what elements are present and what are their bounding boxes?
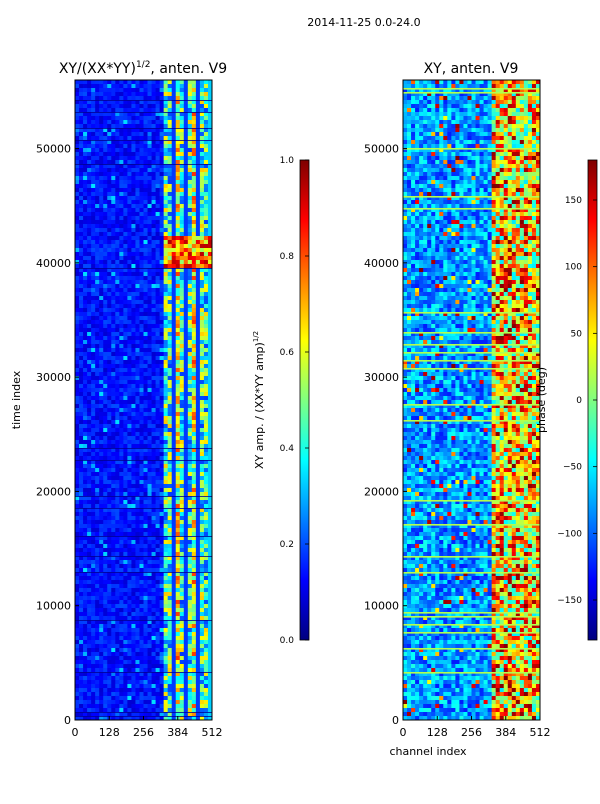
left-colorbar-tick-label: 0.6: [280, 348, 295, 358]
right-heatmap-ytick-label: 40000: [364, 257, 399, 270]
left-heatmap-title: XY/(XX*YY)1/2, anten. V9: [59, 60, 227, 77]
left-colorbar-tick-label: 0.8: [280, 252, 295, 262]
left-heatmap-image: [75, 80, 212, 720]
right-colorbar-tick-label: −150: [557, 596, 582, 606]
right-heatmap-xlabel: channel index: [389, 745, 467, 758]
right-colorbar-tick-label: 100: [565, 263, 582, 273]
left-heatmap-xtick-label: 256: [133, 726, 154, 739]
left-heatmap-xtick-label: 512: [202, 726, 223, 739]
right-heatmap-xtick-label: 384: [495, 726, 516, 739]
left-colorbar-tick-label: 1.0: [280, 156, 295, 166]
right-colorbar-tick-label: −50: [563, 463, 582, 473]
left-heatmap-ytick-label: 0: [64, 714, 71, 727]
right-colorbar: −150 −100 −50 0 50 100 150 phase (deg): [535, 160, 597, 640]
right-heatmap-ytick-label: 50000: [364, 143, 399, 156]
left-heatmap-ytick-label: 20000: [36, 485, 71, 498]
right-heatmap-title: XY, anten. V9: [424, 61, 519, 77]
right-heatmap-xtick-label: 0: [400, 726, 407, 739]
left-colorbar: 0.0 0.2 0.4 0.6 0.8 1.0 XY amp. / (XX*YY amp)…: [252, 156, 309, 646]
left-heatmap-panel: XY/(XX*YY)1/2, anten. V9 0 128 256 384 512 0 1…: [10, 60, 227, 739]
left-colorbar-tick-label: 0.2: [280, 540, 294, 550]
right-colorbar-tick-label: −100: [557, 529, 582, 539]
right-colorbar-tick-label: 50: [571, 329, 583, 339]
left-heatmap-ytick-label: 30000: [36, 371, 71, 384]
right-heatmap-ytick-label: 0: [392, 714, 399, 727]
left-heatmap-ytick-label: 50000: [36, 143, 71, 156]
right-heatmap-panel: XY, anten. V9 0 128 256 384 512 0 10000 20000 30…: [364, 61, 551, 758]
right-heatmap-xtick-label: 128: [427, 726, 448, 739]
right-colorbar-label: phase (deg): [535, 367, 548, 433]
left-colorbar-label: XY amp. / (XX*YY amp)1/2: [252, 331, 266, 469]
right-heatmap-xtick-label: 256: [461, 726, 482, 739]
left-colorbar-tick-label: 0.0: [280, 636, 295, 646]
left-colorbar-bar: [300, 160, 309, 640]
right-heatmap-image: [403, 80, 540, 720]
left-heatmap-ylabel: time index: [10, 370, 23, 429]
left-heatmap-xtick-label: 384: [167, 726, 188, 739]
right-colorbar-tick-label: 150: [565, 196, 582, 206]
figure-suptitle: 2014-11-25 0.0-24.0: [307, 16, 420, 29]
right-heatmap-ytick-label: 30000: [364, 371, 399, 384]
right-heatmap-xtick-label: 512: [530, 726, 551, 739]
left-colorbar-tick-label: 0.4: [280, 444, 295, 454]
left-heatmap-xtick-label: 0: [72, 726, 79, 739]
left-heatmap-ytick-label: 40000: [36, 257, 71, 270]
right-heatmap-ytick-label: 10000: [364, 600, 399, 613]
left-heatmap-ytick-label: 10000: [36, 600, 71, 613]
right-colorbar-tick-label: 0: [576, 396, 582, 406]
right-heatmap-ytick-label: 20000: [364, 485, 399, 498]
left-heatmap-xtick-label: 128: [99, 726, 120, 739]
